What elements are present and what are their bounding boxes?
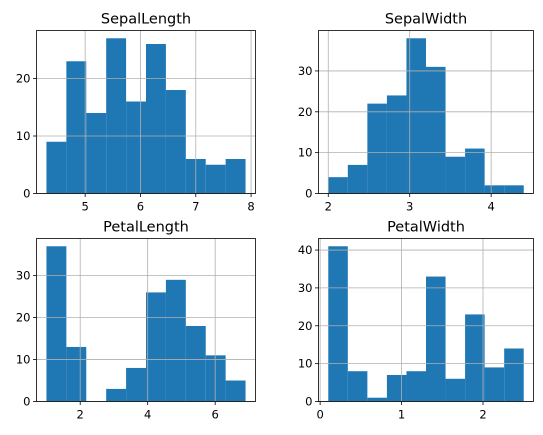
- histogram-bar: [484, 185, 505, 194]
- y-tick-label: 10: [298, 146, 313, 160]
- histogram-bar: [504, 185, 524, 194]
- y-tick-label: 30: [16, 269, 31, 283]
- histogram-bar: [46, 246, 67, 402]
- subplot-title: SepalLength: [101, 12, 191, 28]
- y-tick-label: 10: [16, 129, 31, 143]
- axes-frame: [318, 238, 534, 402]
- histogram-bar: [465, 148, 485, 194]
- y-tick-label: 0: [23, 187, 30, 201]
- histogram-bar: [86, 113, 107, 194]
- y-tick-label: 0: [305, 395, 312, 409]
- histogram-bar: [106, 38, 127, 194]
- histogram-bar: [146, 44, 166, 194]
- subplot-title: SepalWidth: [385, 12, 467, 28]
- x-tick-label: 4: [487, 200, 494, 214]
- y-tick-label: 10: [298, 357, 313, 371]
- histogram-bar: [367, 397, 387, 402]
- subplot-2: 2 3 4 0 10 20 30 SepalWidth: [298, 12, 534, 214]
- x-tick-label: 2: [325, 200, 332, 214]
- histogram-bar: [406, 38, 426, 194]
- histogram-bar: [106, 388, 127, 402]
- histogram-bar: [328, 177, 348, 194]
- histogram-bar: [328, 246, 348, 402]
- subplot-title: PetalWidth: [387, 220, 465, 236]
- subplot-1: 5 6 7 8 0 10 20 SepalLength: [16, 12, 256, 214]
- histogram-bar: [347, 164, 368, 194]
- histogram-bar: [165, 279, 186, 402]
- x-tick-label: 1: [398, 408, 405, 422]
- x-tick-label: 7: [192, 200, 199, 214]
- histogram-bar: [367, 103, 387, 194]
- histogram-bar: [205, 164, 226, 194]
- x-tick-label: 3: [406, 200, 413, 214]
- x-tick-label: 4: [144, 408, 151, 422]
- histogram-bar: [386, 374, 407, 402]
- axes-frame: [36, 30, 256, 194]
- x-tick-label: 6: [137, 200, 144, 214]
- x-tick-label: 8: [247, 200, 254, 214]
- histogram-bar: [347, 371, 368, 402]
- x-tick-label: 6: [212, 408, 219, 422]
- histogram-bar: [66, 346, 87, 402]
- y-tick-label: 10: [16, 353, 31, 367]
- histogram-bar: [465, 314, 485, 402]
- histogram-bar: [225, 159, 246, 194]
- axes-frame: [36, 238, 256, 402]
- histogram-bar: [445, 378, 466, 402]
- y-tick-label: 20: [16, 72, 31, 86]
- y-tick-label: 20: [298, 319, 313, 333]
- y-tick-label: 30: [298, 64, 313, 78]
- y-tick-label: 20: [298, 105, 313, 119]
- x-tick-label: 2: [77, 408, 84, 422]
- histogram-bar: [426, 276, 446, 402]
- x-tick-label: 5: [82, 200, 89, 214]
- histogram-bar: [426, 66, 446, 194]
- histogram-bar: [146, 292, 166, 402]
- y-tick-label: 40: [298, 243, 313, 257]
- histogram-bar: [165, 90, 186, 194]
- histogram-bar: [386, 95, 407, 194]
- x-tick-label: 2: [479, 408, 486, 422]
- subplot-title: PetalLength: [103, 220, 189, 236]
- subplot-3: 2 4 6 0 10 20 30 PetalLength: [16, 220, 256, 422]
- x-tick-label: 0: [316, 408, 323, 422]
- histogram-bar: [126, 101, 146, 194]
- y-tick-label: 20: [16, 311, 31, 325]
- histogram-bar: [205, 355, 226, 402]
- histogram-bar: [46, 141, 67, 194]
- histogram-bar: [445, 156, 466, 194]
- histogram-bar: [484, 367, 505, 402]
- histogram-bar: [185, 325, 206, 402]
- y-tick-label: 30: [298, 281, 313, 295]
- histogram-bar: [225, 380, 246, 402]
- histogram-bar: [406, 371, 426, 402]
- histogram-bar: [504, 348, 524, 402]
- histogram-bar: [66, 61, 87, 194]
- histogram-bar: [126, 367, 146, 402]
- y-tick-label: 0: [305, 187, 312, 201]
- y-tick-label: 0: [23, 395, 30, 409]
